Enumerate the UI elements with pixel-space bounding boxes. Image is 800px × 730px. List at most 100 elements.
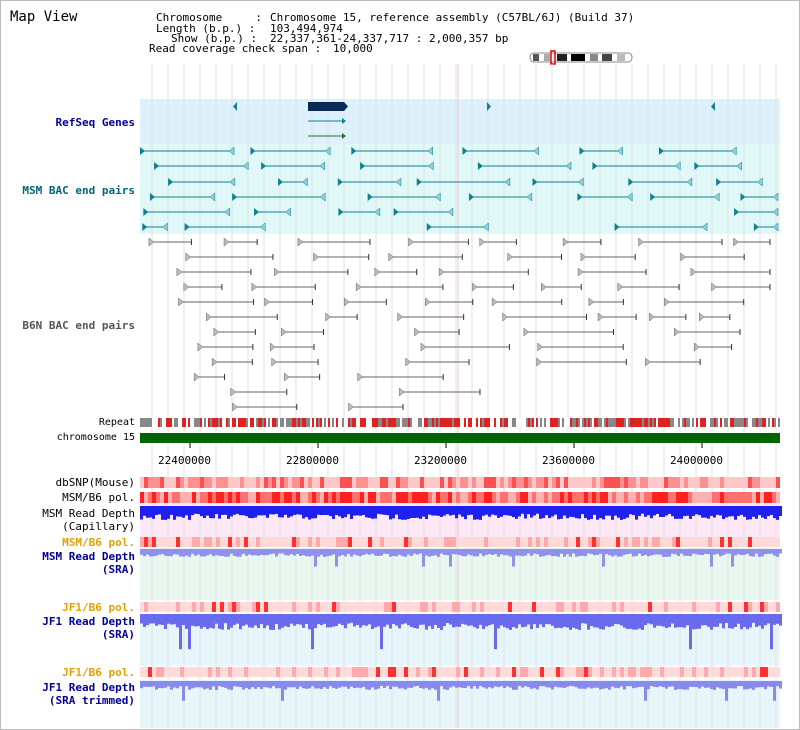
jf1-pol-cell: [640, 602, 644, 612]
repeat-segment: [258, 418, 260, 427]
dbsnp-cell: [536, 477, 540, 488]
msm-depth-bar: [683, 506, 686, 517]
msm-pol-sra-cell: [444, 537, 448, 547]
msm-depth-bar: [248, 506, 251, 518]
msm-pol-sra-cell: [540, 537, 544, 547]
jf1-pol-cell: [368, 602, 372, 612]
msm-pol-sra-cell: [524, 537, 528, 547]
msm-depth-bar: [425, 506, 428, 520]
jf1-pol-cell: [220, 602, 224, 612]
dbsnp-cell: [240, 477, 244, 488]
jf1-sra-depth-bar: [416, 614, 419, 629]
repeat-segment: [154, 418, 156, 427]
repeat-segment: [654, 418, 656, 427]
jf1-trim-depth-bar: [236, 681, 239, 687]
dbsnp-cell: [164, 477, 168, 488]
repeat-segment: [318, 418, 320, 427]
jf1-pol-cell: [584, 602, 588, 612]
msm-sra-depth-bar: [473, 549, 476, 557]
msm-sra-depth-bar: [251, 549, 254, 556]
chromosome-ideogram[interactable]: [529, 50, 633, 65]
jf1-sra-depth-bar: [674, 614, 677, 628]
repeat-segment: [770, 418, 772, 427]
jf1-sra-depth-bar: [419, 614, 422, 625]
repeat-segment: [496, 418, 498, 427]
msm-depth-bar: [389, 506, 392, 520]
msm-depth-bar: [233, 506, 236, 515]
repeat-segment: [432, 418, 434, 427]
msm-depth-bar: [254, 506, 257, 518]
msm-depth-bar: [773, 506, 776, 519]
msm-pol-sra-cell: [632, 537, 636, 547]
jf1-sra-depth-bar: [599, 614, 602, 630]
jf1-pol-cell: [700, 667, 704, 677]
repeat-segment: [422, 418, 424, 427]
repeat-segment: [438, 418, 440, 427]
msm-pol-sra-cell: [460, 537, 464, 547]
msm-bac-end: [242, 161, 249, 171]
repeat-segment: [508, 418, 510, 427]
msm-sra-depth-bar: [641, 549, 644, 556]
msm-sra-depth-bar: [281, 549, 284, 554]
msm-pol-cell: [140, 492, 144, 503]
repeat-segment: [336, 418, 338, 427]
msm-bac-end: [462, 147, 468, 155]
repeat-segment: [366, 418, 368, 427]
msm-sra-depth-bar: [515, 549, 518, 556]
msm-pol-sra-cell: [352, 537, 356, 547]
jf1-trim-depth-bar: [296, 681, 299, 689]
msm-pol-cell: [532, 492, 536, 503]
msm-sra-depth-bar: [566, 549, 569, 555]
repeat-segment: [316, 418, 318, 427]
msm-depth-bar: [434, 506, 437, 516]
msm-sra-depth-bar: [494, 549, 497, 555]
msm-sra-depth-bar: [449, 549, 452, 567]
msm-depth-bar: [449, 506, 452, 516]
repeat-segment: [410, 418, 412, 427]
jf1-pol-cell: [332, 667, 336, 677]
jf1-pol-cell: [764, 667, 768, 677]
jf1-pol-cell: [692, 667, 696, 677]
jf1-pol-cell: [156, 667, 160, 677]
msm-sra-depth-bar: [626, 549, 629, 555]
msm-depth-bar: [467, 506, 470, 516]
msm-pol-cell: [148, 492, 152, 503]
jf1-sra-depth-bar: [566, 614, 569, 628]
msm-bac-label[interactable]: MSM BAC end pairs: [22, 184, 135, 197]
jf1-pol-cell: [384, 602, 388, 612]
jf1-pol-cell: [436, 602, 440, 612]
refseq-genes-label[interactable]: RefSeq Genes: [55, 116, 135, 129]
b6n-bac-end: [399, 387, 405, 397]
dbsnp-cell: [344, 477, 348, 488]
msm-pol-cell: [172, 492, 176, 503]
jf1-sra-depth-bar: [473, 614, 476, 628]
msm-pol-cell: [268, 492, 272, 503]
jf1-trim-depth-bar: [539, 681, 542, 687]
jf1-sra-depth-bar: [683, 614, 686, 628]
repeat-segment: [750, 418, 752, 427]
msm-depth-bar: [266, 506, 269, 518]
jf1-pol-cell: [408, 667, 412, 677]
msm-depth-bar: [668, 506, 671, 514]
repeat-segment: [650, 418, 652, 427]
jf1-sra-depth-bar: [578, 614, 581, 630]
msm-sra-depth-bar: [737, 549, 740, 555]
b6n-bac-end: [425, 297, 431, 307]
jf1-sra-depth-bar: [497, 614, 500, 629]
jf1-sra-depth-bar: [767, 614, 770, 624]
jf1-trim-depth-bar: [560, 681, 563, 688]
jf1-pol-cell: [500, 667, 504, 677]
jf1-pol-cell: [452, 667, 456, 677]
msm-sra-depth-bar: [362, 549, 365, 555]
b6n-bac-label[interactable]: B6N BAC end pairs: [22, 319, 135, 332]
msm-depth-bar: [281, 506, 284, 518]
msm-sra-depth-bar: [509, 549, 512, 557]
msm-pol-sra-cell: [704, 537, 708, 547]
repeat-segment: [426, 418, 428, 427]
msm-depth-bar: [356, 506, 359, 516]
msm-depth-bar: [440, 506, 443, 517]
jf1-pol-cell: [724, 667, 728, 677]
jf1-sra-depth-bar: [197, 614, 200, 627]
jf1-sra-depth-bar: [176, 614, 179, 628]
